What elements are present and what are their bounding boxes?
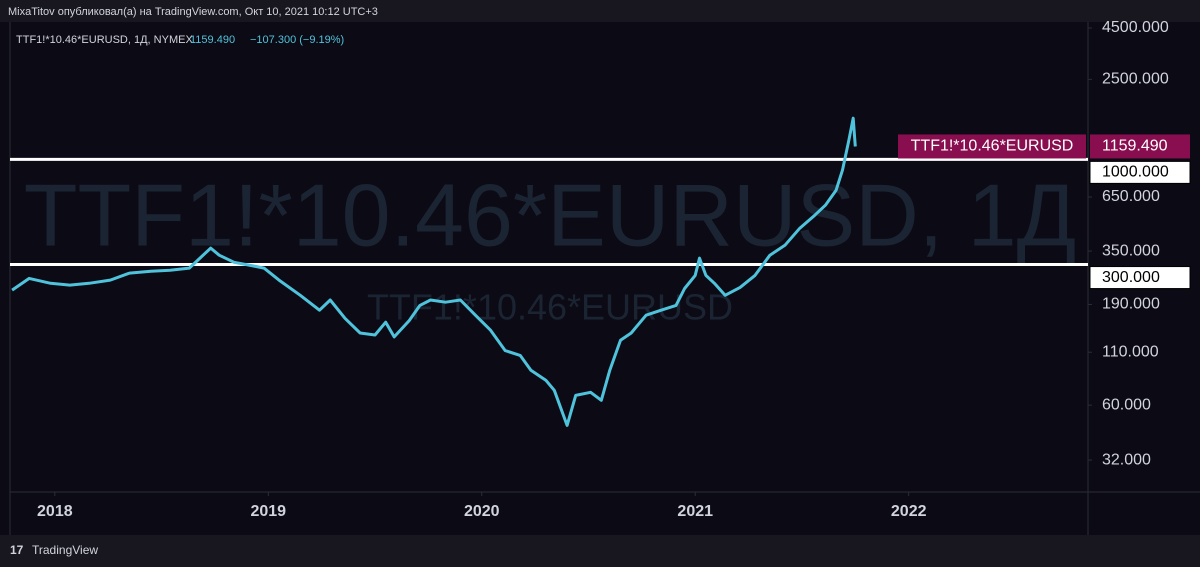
logo-mark: 17: [10, 543, 24, 557]
footer-bar: [0, 535, 1200, 567]
y-tick-label: 650.000: [1102, 188, 1160, 205]
x-tick-label: 2018: [37, 503, 73, 520]
level-label-box: [1089, 266, 1191, 290]
watermark: TTF1!*10.46*EURUSD, 1Д: [24, 165, 1076, 264]
watermark-small: TTF1!*10.46*EURUSD: [367, 287, 733, 328]
level-label: 1000.000: [1102, 164, 1169, 181]
level-label-box: [1089, 160, 1191, 184]
legend-symbol: TTF1!*10.46*EURUSD, 1Д, NYMEX: [16, 34, 193, 46]
header-bar: [0, 0, 1200, 22]
x-tick-label: 2021: [677, 503, 713, 520]
series-name-box: [898, 134, 1086, 159]
last-price-label: 1159.490: [1102, 138, 1168, 155]
last-price-box: [1090, 134, 1190, 159]
price-line: [11, 116, 857, 427]
y-tick-label: 32.000: [1102, 451, 1151, 468]
y-tick-label: 2500.000: [1102, 71, 1169, 88]
x-tick-label: 2020: [464, 503, 500, 520]
legend: TTF1!*10.46*EURUSD, 1Д, NYMEX 1159.490 −…: [16, 34, 344, 46]
legend-last: 1159.490: [190, 34, 235, 46]
y-tick-label: 4500.000: [1102, 19, 1169, 36]
y-tick-label: 190.000: [1102, 296, 1160, 313]
series-name: TTF1!*10.46*EURUSD: [911, 138, 1074, 155]
x-tick-label: 2019: [250, 503, 286, 520]
y-tick-label: 110.000: [1102, 343, 1159, 360]
header-text: MixaTitov опубликовал(а) на TradingView.…: [8, 6, 378, 18]
level-label: 300.000: [1102, 269, 1160, 286]
y-tick-label: 350.000: [1102, 242, 1160, 259]
y-tick-label: 60.000: [1102, 396, 1151, 413]
x-tick-label: 2022: [891, 503, 927, 520]
footer-text: TradingView: [32, 543, 98, 557]
legend-change: −107.300 (−9.19%): [250, 34, 344, 46]
